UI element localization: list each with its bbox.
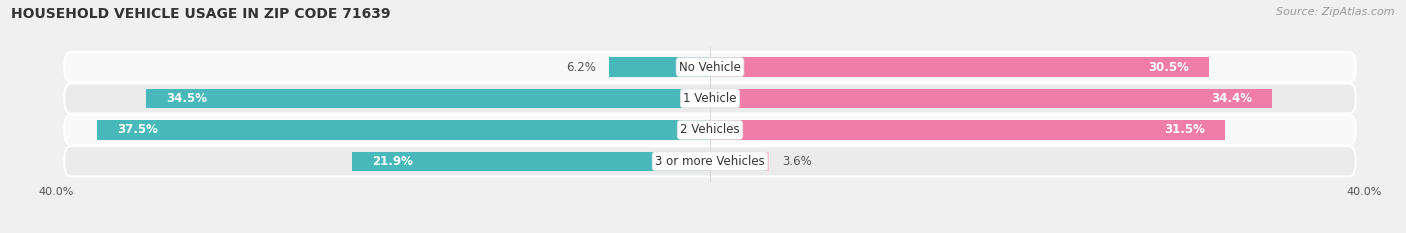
FancyBboxPatch shape [65,115,1355,145]
Text: 31.5%: 31.5% [1164,123,1205,136]
Text: 21.9%: 21.9% [371,155,412,168]
Bar [609,57,710,77]
Text: 1 Vehicle: 1 Vehicle [683,92,737,105]
Text: Source: ZipAtlas.com: Source: ZipAtlas.com [1277,7,1395,17]
Bar [710,57,1209,77]
Bar [146,89,710,108]
Text: HOUSEHOLD VEHICLE USAGE IN ZIP CODE 71639: HOUSEHOLD VEHICLE USAGE IN ZIP CODE 7163… [11,7,391,21]
Bar [710,152,769,171]
FancyBboxPatch shape [65,52,1355,82]
Text: 3.6%: 3.6% [782,155,811,168]
Text: 34.4%: 34.4% [1212,92,1253,105]
Bar [97,120,710,140]
Text: 3 or more Vehicles: 3 or more Vehicles [655,155,765,168]
Text: 2 Vehicles: 2 Vehicles [681,123,740,136]
Bar [352,152,710,171]
Text: 30.5%: 30.5% [1149,61,1189,74]
FancyBboxPatch shape [65,146,1355,176]
Text: 37.5%: 37.5% [117,123,157,136]
Bar [710,89,1272,108]
Text: 34.5%: 34.5% [166,92,207,105]
Bar [710,120,1225,140]
Text: No Vehicle: No Vehicle [679,61,741,74]
Text: 6.2%: 6.2% [565,61,596,74]
FancyBboxPatch shape [65,83,1355,113]
